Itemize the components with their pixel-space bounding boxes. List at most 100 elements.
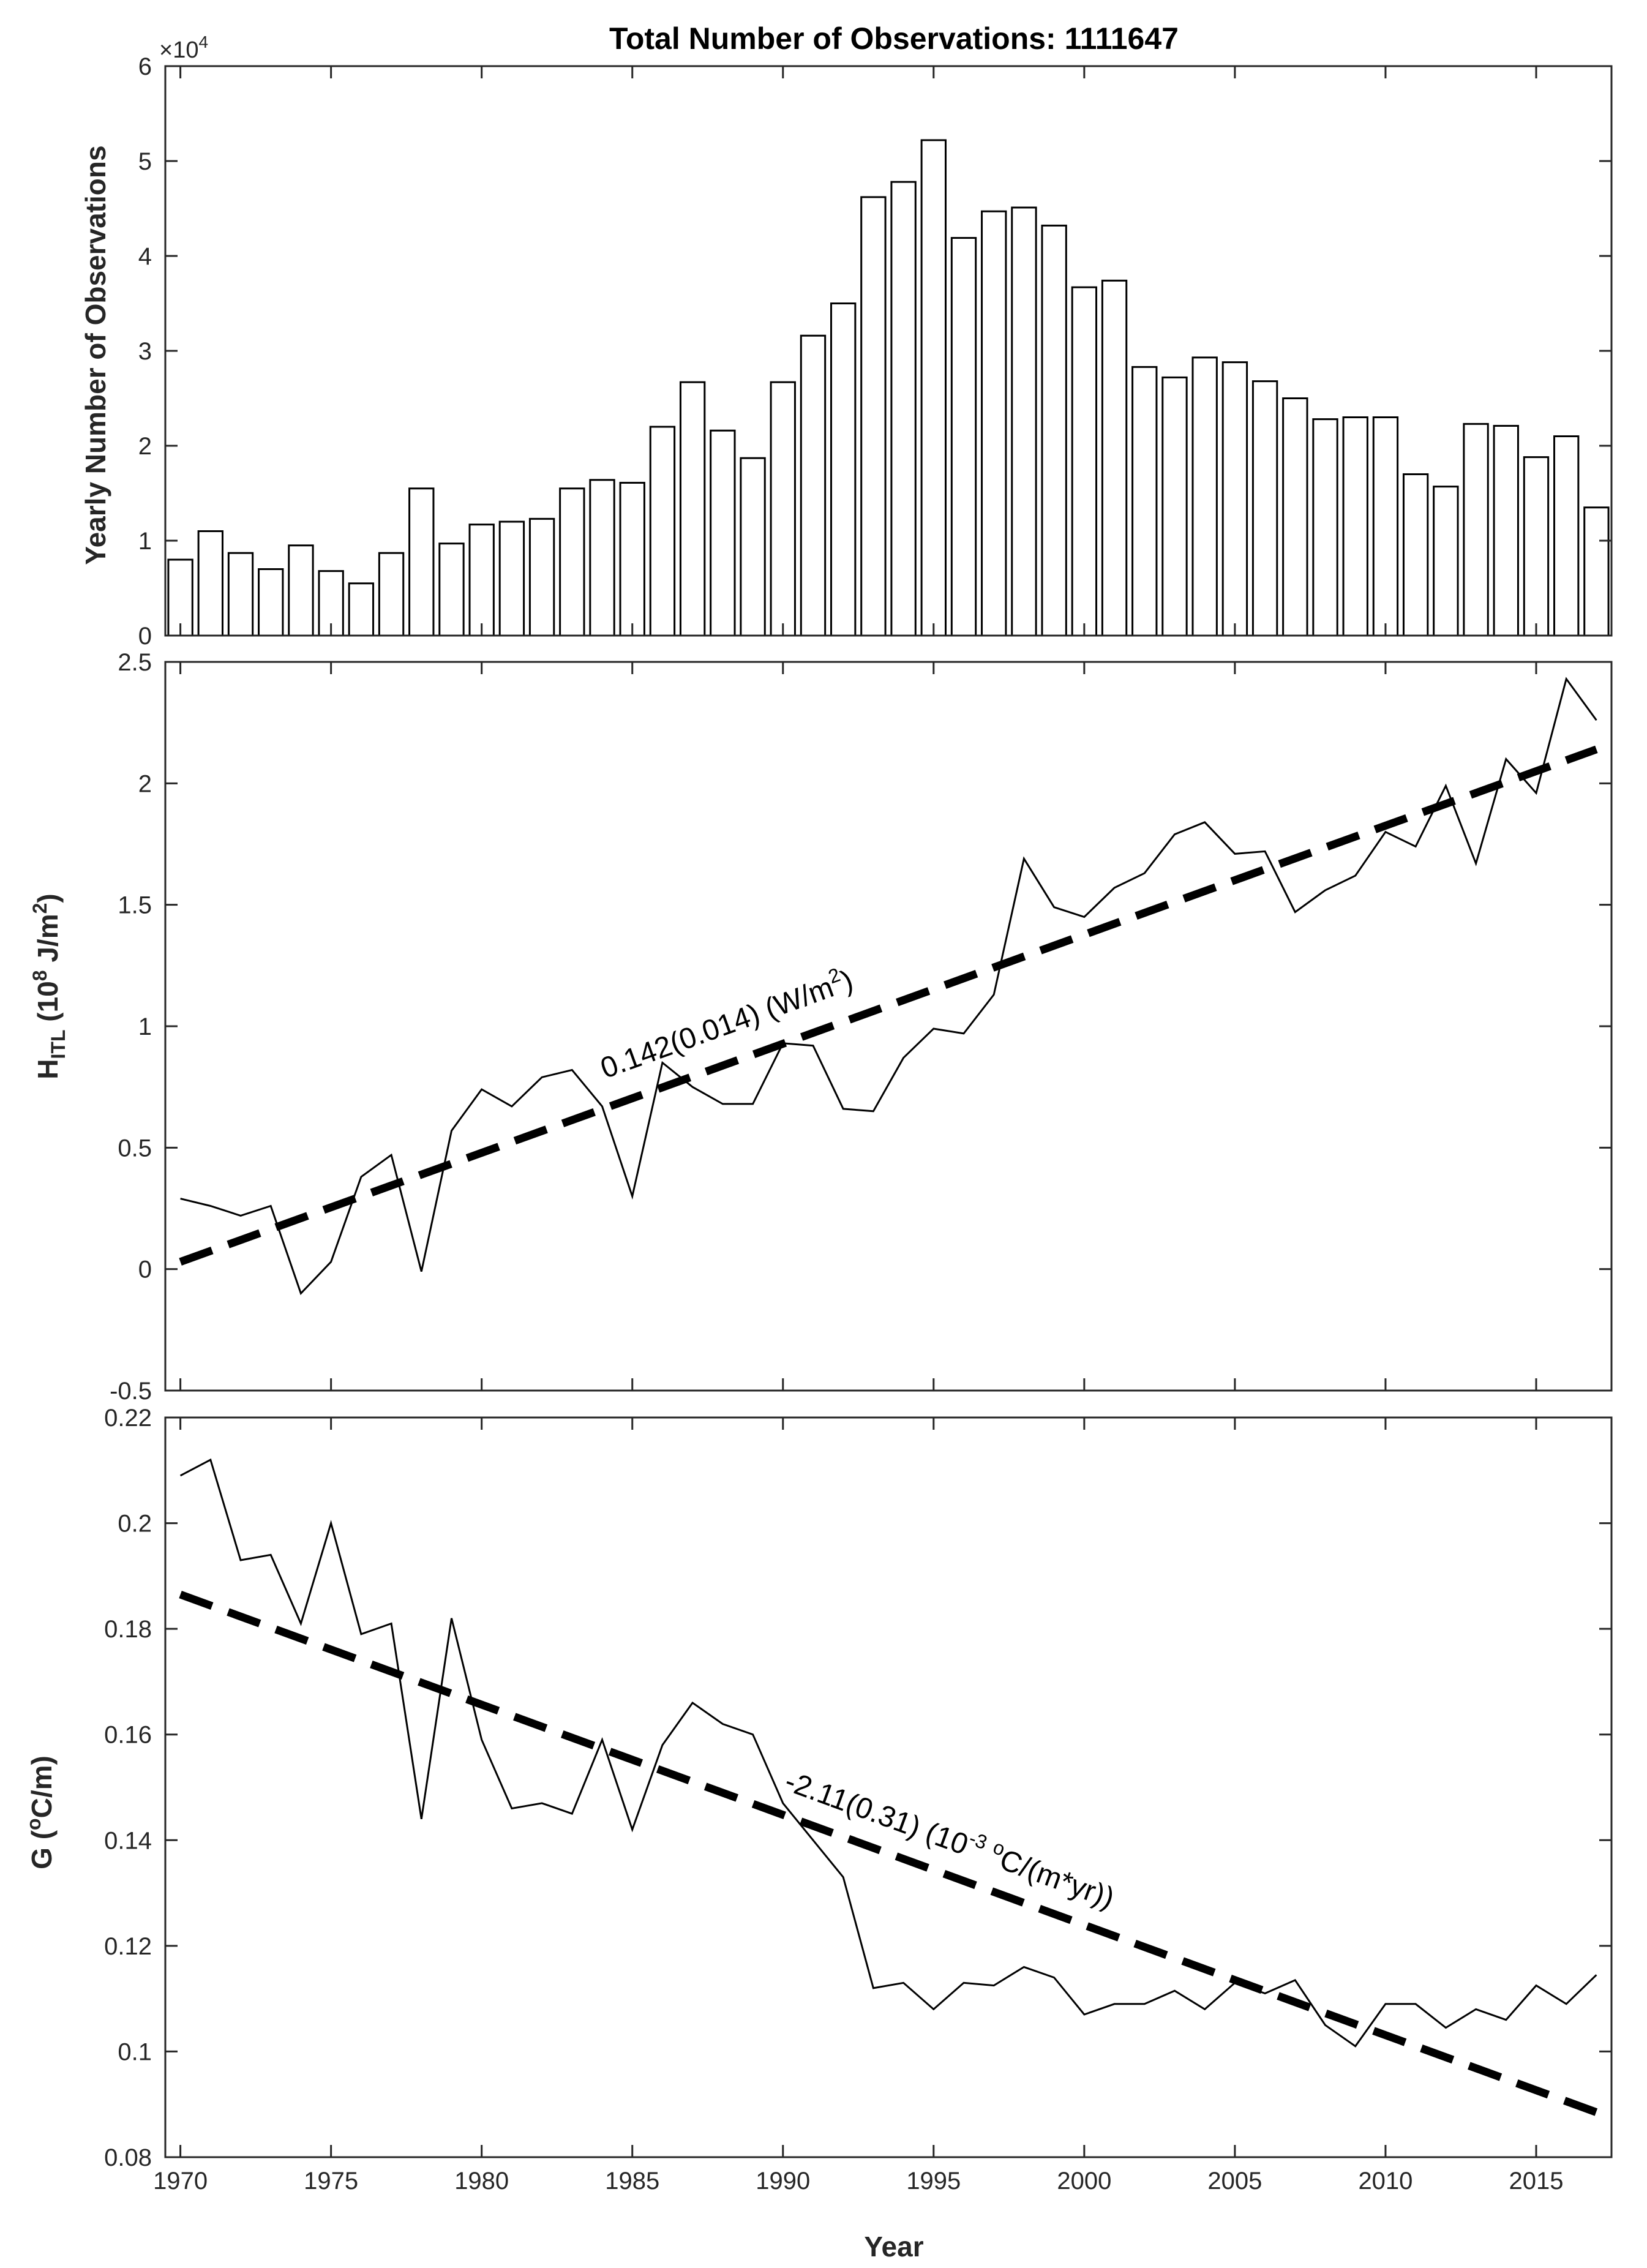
x-ticks: 1970 1975 1980 1985 1990 1995 2000 2005 2010 2015 [153, 1418, 1563, 2195]
gradient-trend-line [179, 1590, 1598, 2116]
y-tick-label: 1.5 [118, 892, 152, 919]
bar [258, 568, 284, 637]
y-ticks: 0 1 2 3 4 5 6 [138, 53, 1611, 650]
bar [1221, 361, 1248, 637]
y-tick-label: 0.2 [118, 1511, 152, 1538]
x-axis-title: Year [864, 2231, 923, 2262]
y-tick-label: 4 [138, 243, 152, 270]
y-tick-label: 2 [138, 433, 152, 460]
bar [710, 429, 736, 637]
bar [1372, 416, 1399, 637]
bar [1553, 435, 1580, 637]
observations-bar-panel: Total Number of Observations: 1111647 ×1… [80, 21, 1613, 650]
bar [1523, 456, 1550, 637]
bar [559, 487, 585, 637]
y-tick-label: 2.5 [118, 649, 152, 676]
bar [1041, 224, 1067, 637]
bar [438, 543, 465, 637]
bar [860, 196, 887, 637]
bar [1342, 416, 1368, 637]
y-tick-label: 0.18 [104, 1616, 152, 1643]
y-tick-label: 5 [138, 148, 152, 175]
y-tick-label: 0.5 [118, 1135, 152, 1162]
bar [1011, 206, 1037, 637]
x-tick-label: 2015 [1509, 2168, 1563, 2195]
plot-title: Total Number of Observations: 1111647 [609, 21, 1179, 56]
bar [1282, 397, 1308, 637]
bar [1191, 356, 1218, 637]
bar [830, 302, 857, 637]
bar [920, 139, 947, 637]
bar [589, 479, 615, 637]
y-tick-label: 2 [138, 770, 152, 797]
y-tick-label: 0.22 [104, 1405, 152, 1432]
y-tick-label: 1 [138, 528, 152, 555]
y-tick-label: 1 [138, 1013, 152, 1040]
bar [619, 481, 645, 637]
hitl-line-panel: HITL (108 J/m2) -0.500.511.522.5 0.142(0… [29, 649, 1613, 1405]
bar [348, 582, 375, 637]
y-tick-label: 3 [138, 338, 152, 365]
y-tick-label: 0.1 [118, 2038, 152, 2065]
x-tick-label: 1970 [153, 2168, 208, 2195]
bar [649, 426, 676, 637]
gradient-trend-annotation: -2.11(0.31) (10-3 oC/(m*yr)) [781, 1761, 1120, 1915]
y-tick-label: 0.12 [104, 1933, 152, 1960]
bar [1071, 286, 1098, 637]
x-tick-label: 1980 [454, 2168, 509, 2195]
bar [1161, 376, 1188, 637]
bar [1583, 506, 1610, 637]
y-tick-label: 0 [138, 623, 152, 650]
bar [288, 544, 314, 637]
bar [1251, 380, 1278, 637]
y-exponent-label: ×104 [159, 32, 208, 63]
y-axis-title-observations: Yearly Number of Observations [80, 145, 111, 565]
bar [679, 381, 706, 637]
bar [1101, 279, 1128, 637]
y-ticks: -0.5 0 0.5 1 1.5 2 2.5 [110, 649, 1611, 1405]
plot-frame [164, 661, 1613, 1392]
y-tick-label: 0 [138, 1256, 152, 1283]
hitl-trend-line [179, 745, 1598, 1266]
bar [1312, 418, 1338, 637]
x-tick-label: 1990 [756, 2168, 810, 2195]
y-tick-label: 6 [138, 53, 152, 80]
bar [528, 517, 555, 637]
x-tick-label: 2010 [1358, 2168, 1413, 2195]
bar [468, 524, 495, 637]
y-axis-title-gradient: G (oC/m) [23, 1755, 58, 1869]
bar [1463, 422, 1489, 637]
x-tick-label: 1985 [605, 2168, 659, 2195]
bar [1493, 424, 1519, 637]
x-tick-label: 1995 [906, 2168, 961, 2195]
bar [770, 381, 796, 637]
plot-frame [164, 1416, 1613, 2158]
plot-frame [164, 65, 1613, 637]
bar [378, 552, 405, 637]
bar [498, 520, 525, 637]
bar [890, 181, 917, 637]
x-tick-label: 1975 [304, 2168, 358, 2195]
gradient-series-line [179, 1458, 1597, 2048]
bar [740, 457, 766, 637]
hitl-series-line [180, 677, 1597, 1296]
y-axis-title-hitl: HITL (108 J/m2) [29, 893, 69, 1079]
bar [1131, 366, 1158, 637]
bar [227, 552, 254, 637]
bar [1433, 486, 1459, 637]
y-ticks: 0.08 0.1 0.12 0.14 0.16 0.18 0.2 0.22 [104, 1405, 1611, 2171]
y-tick-label: -0.5 [110, 1378, 152, 1405]
gradient-line-panel: G (oC/m) 0.080.10.120.140.160.180.20.22 … [23, 1405, 1613, 2262]
x-tick-label: 2000 [1057, 2168, 1111, 2195]
bar [408, 487, 435, 637]
x-tick-label: 2005 [1207, 2168, 1262, 2195]
bar [197, 530, 223, 637]
bar [1402, 473, 1429, 637]
bar [981, 210, 1007, 637]
y-tick-label: 0.16 [104, 1722, 152, 1749]
y-tick-label: 0.08 [104, 2144, 152, 2171]
bar-series [167, 139, 1610, 637]
bar [950, 237, 977, 637]
y-tick-label: 0.14 [104, 1827, 152, 1854]
